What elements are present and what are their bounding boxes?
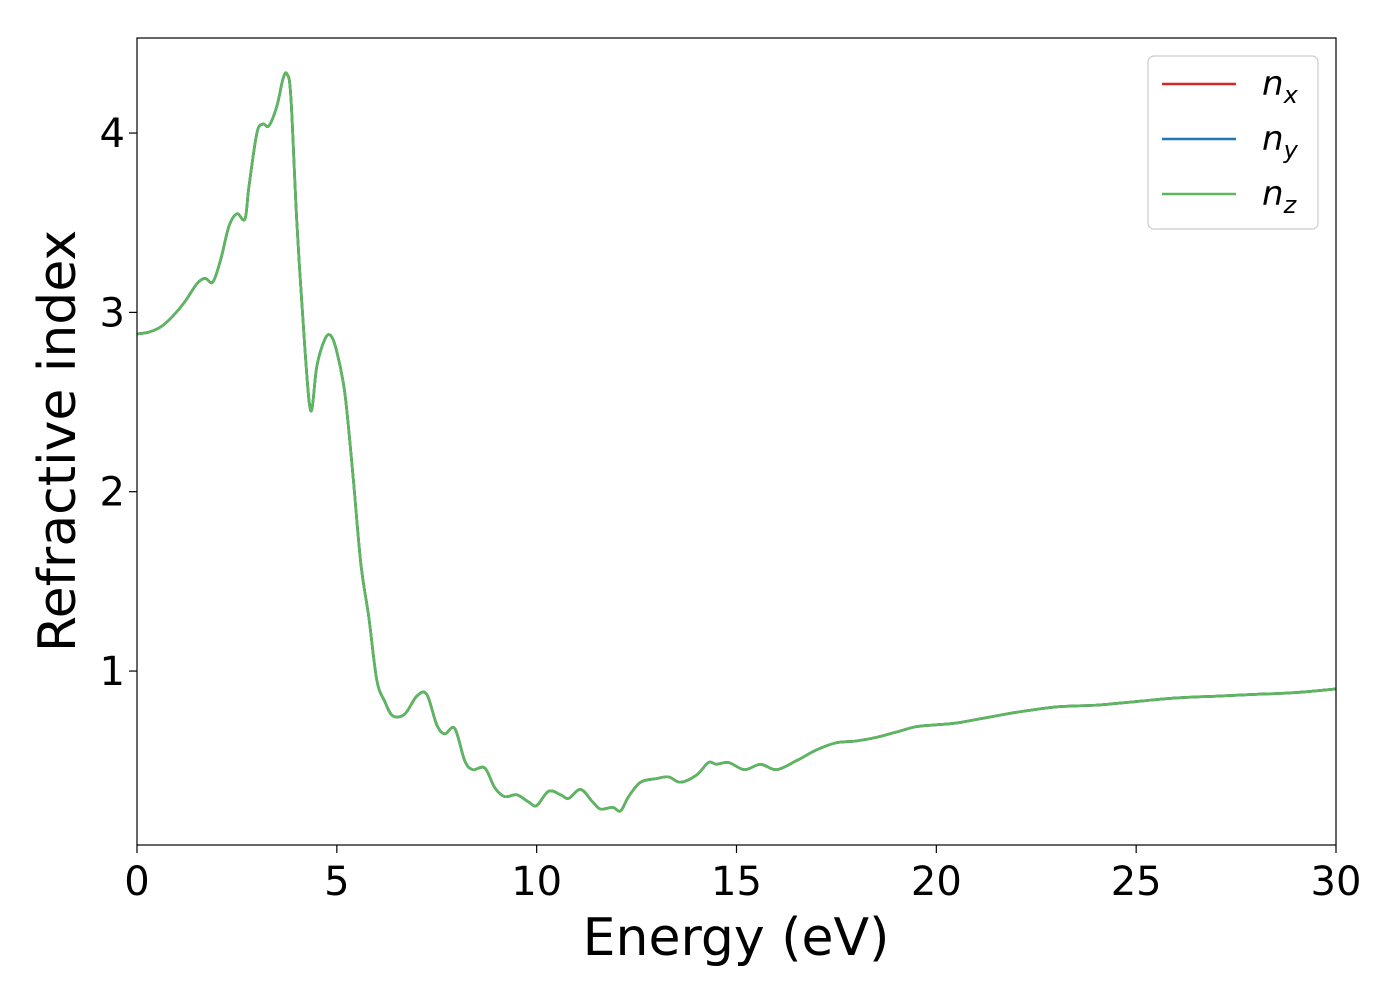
- legend-label-z: nz: [1262, 174, 1298, 219]
- legend-label-x: nx: [1262, 64, 1299, 109]
- x-tick-label: 0: [124, 859, 149, 905]
- legend-label-y: ny: [1262, 119, 1299, 164]
- y-tick-label: 2: [100, 470, 125, 516]
- x-tick-label: 20: [911, 859, 962, 905]
- y-axis-label: Refractive index: [28, 230, 88, 652]
- x-tick-label: 15: [711, 859, 762, 905]
- x-tick-label: 30: [1311, 859, 1362, 905]
- y-tick-label: 1: [100, 649, 125, 695]
- series-lines: [136, 71, 1337, 813]
- x-tick-label: 10: [511, 859, 562, 905]
- legend: nx ny nz: [1147, 55, 1319, 230]
- legend-box: [1147, 55, 1319, 230]
- y-axis-ticks: 1 2 3 4: [100, 111, 137, 695]
- x-axis-label: Energy (eV): [583, 908, 890, 968]
- x-tick-label: 5: [324, 859, 349, 905]
- y-tick-label: 3: [100, 290, 125, 336]
- x-tick-label: 25: [1111, 859, 1162, 905]
- series-line-z: [136, 71, 1337, 813]
- y-tick-label: 4: [100, 111, 125, 157]
- x-axis-ticks: 0 5 10 15 20 25 30: [124, 845, 1361, 905]
